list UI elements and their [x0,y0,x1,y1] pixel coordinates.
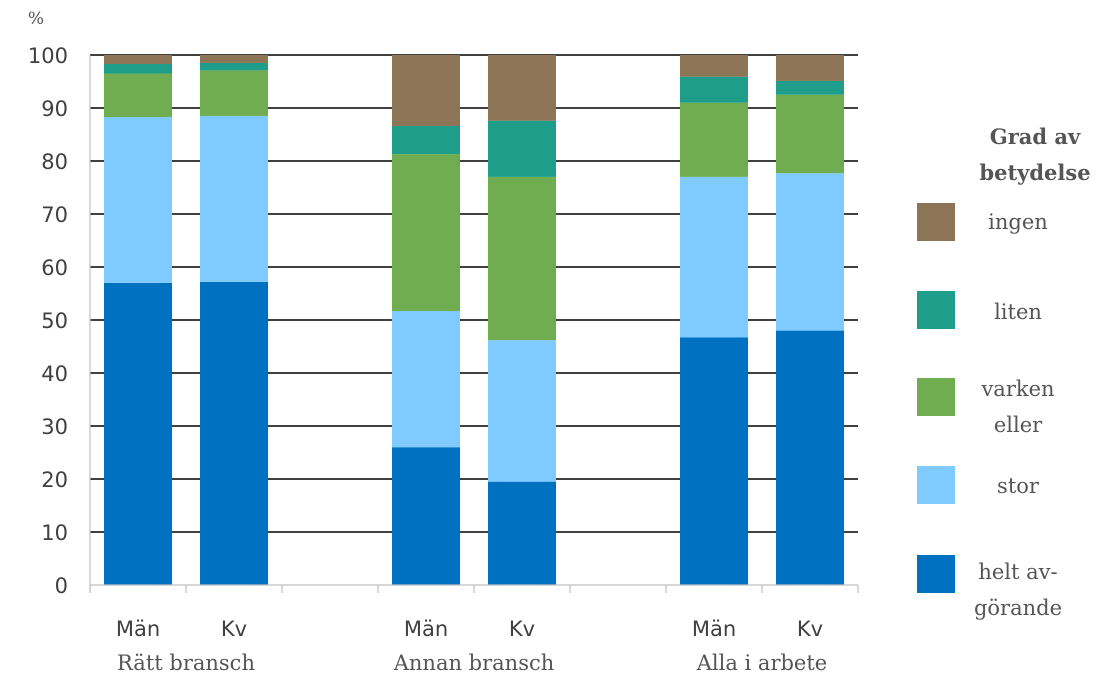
y-tick-label: 100 [28,44,68,68]
y-tick-label: 40 [41,362,68,386]
bar-segment-stor [104,117,172,283]
legend-swatch [917,555,955,593]
bar-segment-helt-av-görande [104,282,172,585]
legend-title: betydelse [979,160,1090,185]
y-tick-label: 50 [41,309,68,333]
legend-title: Grad av [990,124,1081,149]
bar-segment-ingen [776,55,844,81]
bar-segment-varken-eller [776,94,844,174]
x-tick-label: Män [404,617,448,641]
bar-segment-stor [680,176,748,338]
bar-segment-helt-av-görande [680,337,748,585]
legend-swatch [917,291,955,329]
y-tick-label: 90 [41,97,68,121]
legend-swatch [917,203,955,241]
bar-segment-ingen [200,55,268,63]
legend-entry-label: ingen [988,210,1048,234]
bar-segment-helt-av-görande [392,447,460,585]
bar-segment-ingen [488,55,556,121]
bar-segment-helt-av-görande [776,330,844,585]
legend-swatch [917,466,955,504]
bar-segment-varken-eller [488,176,556,341]
legend: Grad av betydelse ingen liten varken eller sto… [917,124,1091,620]
group-labels: Rätt bransch Annan bransch Alla i arbete [117,651,827,674]
bar-segment-liten [104,64,172,74]
bar-segment-liten [488,120,556,177]
bar-segment-helt-av-görande [200,281,268,585]
legend-entry-label: varken [980,377,1054,401]
group-label: Annan bransch [393,651,555,674]
group-label: Alla i arbete [696,651,827,674]
legend-entry-label: görande [974,596,1062,620]
bar-segment-varken-eller [680,102,748,177]
legend-entry-label: eller [994,413,1043,437]
legend-entry-label: stor [997,474,1040,498]
bar-segment-ingen [104,55,172,65]
bar-segment-stor [200,115,268,282]
bar-segment-stor [392,310,460,448]
legend-entry-label: liten [994,300,1042,324]
bar-segment-stor [776,173,844,331]
bar-segment-varken-eller [200,70,268,116]
bar-segment-varken-eller [104,73,172,118]
y-tick-label: 60 [41,256,68,280]
x-tick-label: Män [116,617,160,641]
bar-segment-varken-eller [392,154,460,311]
axes [89,55,859,593]
y-tick-labels: 0 10 20 30 40 50 60 70 80 90 100 [28,44,68,598]
legend-swatch [917,378,955,416]
y-tick-label: 80 [41,150,68,174]
bars [104,55,844,585]
y-unit-label: % [28,9,44,29]
bar-segment-helt-av-görande [488,481,556,585]
bar-segment-stor [488,340,556,482]
x-tick-labels: Män Kv Män Kv Män Kv [116,617,823,641]
group-label: Rätt bransch [117,651,255,674]
bar-segment-ingen [392,55,460,127]
bar-segment-liten [200,62,268,71]
y-tick-label: 10 [41,521,68,545]
bar-segment-liten [680,76,748,103]
y-tick-label: 70 [41,203,68,227]
x-tick-label: Kv [509,617,535,641]
y-tick-label: 0 [55,574,68,598]
bar-segment-ingen [680,55,748,77]
legend-entry-label: helt av- [978,560,1057,584]
x-tick-label: Män [692,617,736,641]
bar-segment-liten [392,126,460,155]
y-tick-label: 30 [41,415,68,439]
y-tick-label: 20 [41,468,68,492]
x-tick-label: Kv [797,617,823,641]
bar-segment-liten [776,80,844,95]
x-tick-label: Kv [221,617,247,641]
